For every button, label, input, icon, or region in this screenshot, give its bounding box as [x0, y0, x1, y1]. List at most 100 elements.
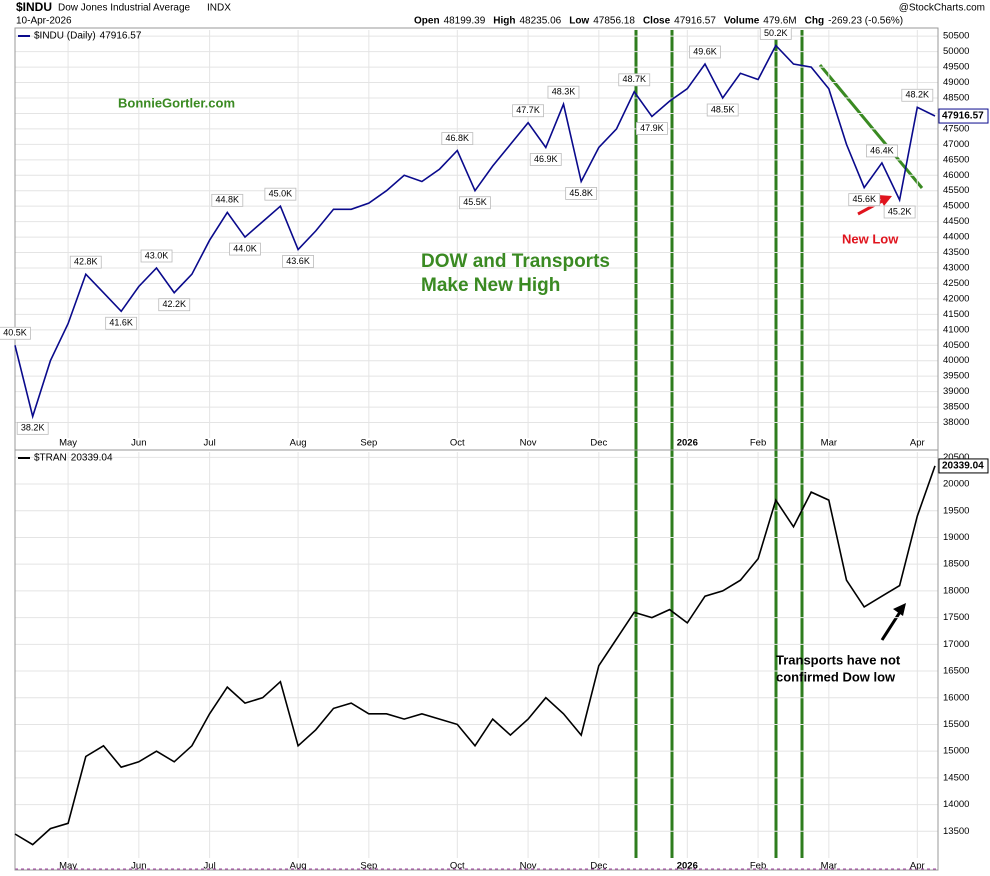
y-tick-label: 19500	[943, 505, 969, 516]
value-label-box	[512, 104, 544, 118]
annotation: New Low	[842, 231, 899, 246]
quote-label: Chg	[805, 16, 824, 27]
last-value-box	[938, 108, 989, 124]
y-tick-label: 45500	[943, 185, 969, 196]
value-label: 50.2K	[764, 28, 788, 38]
arrowhead	[878, 195, 892, 206]
y-tick-label: 15000	[943, 746, 969, 757]
value-label: 48.3K	[552, 87, 576, 97]
value-label-box	[158, 298, 191, 312]
value-label: 46.9K	[534, 154, 558, 164]
x-tick-label: Mar	[821, 438, 837, 449]
quote-value: 47856.18	[593, 16, 635, 27]
value-label-box	[0, 326, 31, 340]
value-label: 45.0K	[269, 189, 293, 199]
x-tick-label: 2026	[677, 861, 698, 872]
last-value-box	[938, 458, 989, 474]
y-tick-label: 18500	[943, 559, 969, 570]
x-tick-label: Jun	[131, 861, 146, 872]
x-tick-label: Jun	[131, 438, 146, 449]
y-tick-label: 40000	[943, 355, 969, 366]
value-label: 45.6K	[852, 194, 876, 204]
x-tick-label: Feb	[750, 438, 766, 449]
value-label-box	[618, 73, 651, 87]
x-tick-label: Apr	[910, 438, 925, 449]
quote-value: 48235.06	[520, 16, 562, 27]
value-label: 49.6K	[693, 46, 717, 56]
value-label-box	[848, 193, 881, 207]
value-label: 42.2K	[162, 299, 186, 309]
y-tick-label: 44500	[943, 216, 969, 227]
y-tick-label: 19000	[943, 532, 969, 543]
quote-value: -269.23 (-0.56%)	[828, 16, 903, 27]
value-label-box	[883, 205, 916, 219]
value-label-box	[759, 27, 792, 40]
x-tick-label: Jul	[204, 861, 216, 872]
y-tick-label: 39000	[943, 386, 969, 397]
legend-value: 47916.57	[100, 31, 142, 42]
value-label-box	[636, 122, 668, 135]
value-label: 44.8K	[216, 195, 240, 205]
value-label: 47.9K	[640, 123, 664, 133]
source: @StockCharts.com	[899, 3, 985, 14]
x-tick-label: May	[59, 438, 77, 449]
value-label-box	[547, 85, 580, 99]
y-tick-label: 44000	[943, 232, 969, 243]
y-tick-label: 40500	[943, 340, 969, 351]
series-line	[14, 44, 936, 420]
x-tick-label: Feb	[750, 861, 766, 872]
value-label: 47.7K	[516, 105, 540, 115]
quote: Open 48199.39 High 48235.06 Low 47856.18 Close…	[414, 16, 903, 27]
y-tick-label: 17000	[943, 639, 969, 650]
value-label-box	[282, 255, 314, 268]
y-tick-label: 18000	[943, 585, 969, 596]
symbol: $INDU	[16, 0, 52, 14]
value-label: 40.5K	[3, 328, 27, 338]
quote-label: Open	[414, 16, 440, 27]
y-tick-label: 46000	[943, 170, 969, 181]
quote-value: 47916.57	[674, 16, 716, 27]
y-tick-label: 38000	[943, 417, 969, 428]
value-label: 42.8K	[74, 257, 98, 267]
x-tick-label: Oct	[450, 861, 465, 872]
y-tick-label: 47500	[943, 123, 969, 134]
y-tick-label: 14500	[943, 772, 969, 783]
x-tick-label: Sep	[360, 438, 377, 449]
x-tick-label: Jul	[204, 438, 216, 449]
x-tick-label: Nov	[520, 861, 537, 872]
y-tick-label: 20000	[943, 479, 969, 490]
plot-frame	[14, 27, 939, 451]
value-label-box	[140, 249, 173, 263]
x-tick-label: Sep	[360, 861, 377, 872]
y-tick-label: 41500	[943, 309, 969, 320]
y-tick-label: 16500	[943, 666, 969, 677]
value-label-box	[901, 88, 934, 102]
value-label-box	[689, 45, 721, 59]
y-tick-label: 39500	[943, 371, 969, 382]
value-label-box	[105, 316, 138, 330]
value-label: 41.6K	[109, 318, 133, 328]
y-tick-label: 45000	[943, 201, 969, 212]
x-tick-label: Aug	[290, 861, 307, 872]
quote-label: Volume	[724, 16, 760, 27]
instrument-name: Dow Jones Industrial Average	[58, 3, 191, 14]
value-label: 48.5K	[711, 104, 735, 114]
y-tick-label: 14000	[943, 799, 969, 810]
value-label-box	[706, 103, 739, 117]
quote-label: High	[493, 16, 515, 27]
y-tick-label: 43000	[943, 263, 969, 274]
x-tick-label: Aug	[290, 438, 307, 449]
quote-label: Low	[569, 16, 589, 27]
exchange: INDX	[207, 3, 231, 14]
quote-value: 48199.39	[444, 16, 486, 27]
x-tick-label: Oct	[450, 438, 465, 449]
y-tick-label: 48500	[943, 93, 969, 104]
value-label-box	[565, 187, 598, 200]
value-label-box	[264, 187, 297, 201]
value-label: 45.2K	[888, 206, 912, 216]
value-label: 43.6K	[286, 256, 310, 266]
y-tick-label: 38500	[943, 402, 969, 413]
y-tick-label: 47000	[943, 139, 969, 150]
annotation: Transports have not	[776, 652, 901, 667]
value-label: 43.0K	[145, 250, 169, 260]
